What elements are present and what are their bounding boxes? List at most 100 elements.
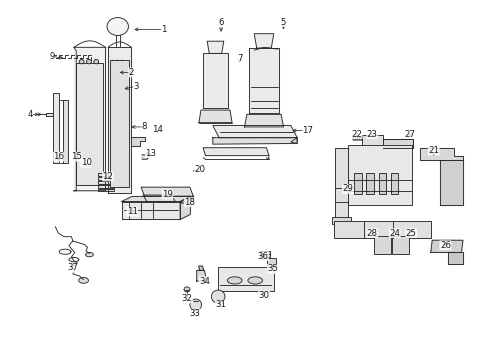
Text: 14: 14 [152,125,163,134]
Bar [98,185,114,188]
Text: 17: 17 [302,126,313,135]
Ellipse shape [189,299,201,311]
Text: 21: 21 [427,146,438,155]
Bar [53,93,59,163]
Polygon shape [141,187,193,196]
Ellipse shape [211,290,224,303]
Text: 8: 8 [142,122,147,131]
Bar [98,189,114,192]
Text: 7: 7 [236,54,242,63]
Bar [383,139,412,148]
Text: 6: 6 [218,18,224,27]
Ellipse shape [86,59,91,64]
Text: 19: 19 [162,190,173,199]
Ellipse shape [79,278,88,283]
Bar [391,236,408,253]
Text: 2: 2 [128,68,134,77]
Text: 27: 27 [404,130,415,139]
Bar [98,173,114,176]
Bar [63,100,68,163]
Bar [267,258,276,266]
Bar [390,173,397,194]
Polygon shape [290,138,297,143]
Bar [361,135,383,148]
Text: 31: 31 [215,300,226,309]
Text: 28: 28 [366,229,377,238]
Text: 1: 1 [161,25,166,34]
Bar [209,73,221,102]
Bar [366,173,373,194]
Polygon shape [143,195,175,202]
Bar [76,63,103,185]
Text: 15: 15 [71,152,81,161]
Polygon shape [131,137,144,146]
Text: 33: 33 [189,309,200,318]
Polygon shape [254,34,273,48]
Text: 12: 12 [102,172,113,181]
Ellipse shape [121,60,124,63]
Polygon shape [203,148,268,156]
Ellipse shape [183,287,189,292]
Text: 30: 30 [258,291,269,300]
Bar [110,60,129,187]
Bar [373,236,390,253]
Polygon shape [447,252,462,264]
Polygon shape [430,240,462,252]
Text: 34: 34 [199,276,209,285]
Polygon shape [108,47,131,193]
Ellipse shape [247,277,262,284]
Text: 16: 16 [53,152,63,161]
Bar [347,145,411,205]
Polygon shape [212,126,297,138]
Polygon shape [439,160,462,205]
Ellipse shape [363,137,366,140]
Polygon shape [419,148,462,160]
Text: 32: 32 [181,294,192,303]
Ellipse shape [359,137,362,140]
Text: 36: 36 [257,252,268,261]
Text: 10: 10 [81,158,91,167]
Bar [217,267,273,291]
Text: 4: 4 [27,110,33,119]
Polygon shape [203,53,227,108]
Ellipse shape [107,18,128,36]
Bar [98,181,114,184]
Text: 22: 22 [350,130,362,139]
Text: 35: 35 [267,265,278,274]
Ellipse shape [111,60,114,63]
Text: 26: 26 [439,241,450,250]
Polygon shape [142,155,151,159]
Polygon shape [74,47,105,191]
Polygon shape [207,41,224,53]
Text: 18: 18 [184,198,195,207]
Ellipse shape [85,252,93,257]
Polygon shape [199,110,232,123]
Text: 23: 23 [366,130,377,139]
Polygon shape [249,48,278,113]
Bar [353,173,361,194]
Text: 3: 3 [133,82,139,91]
Bar [333,221,430,238]
Polygon shape [180,197,190,220]
Text: 9: 9 [49,52,55,61]
Polygon shape [196,270,206,281]
Text: 11: 11 [126,207,138,216]
Text: 25: 25 [405,229,416,238]
Bar [45,113,56,116]
Text: 20: 20 [194,165,205,174]
Polygon shape [212,138,297,144]
Ellipse shape [356,137,359,140]
Bar [260,251,269,257]
Bar [331,217,350,224]
Ellipse shape [352,137,355,140]
Text: 13: 13 [145,149,156,158]
Bar [378,173,385,194]
Text: 24: 24 [388,229,399,238]
Ellipse shape [79,59,84,64]
Text: 5: 5 [280,18,285,27]
Polygon shape [244,114,283,127]
Ellipse shape [112,62,117,66]
Ellipse shape [361,137,364,140]
Text: 37: 37 [67,264,78,273]
Polygon shape [122,197,190,202]
